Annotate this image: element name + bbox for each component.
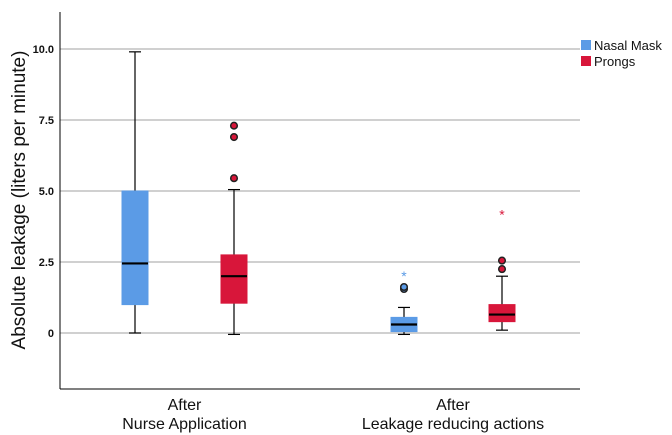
x-tick-labels: After Nurse Application After Leakage reduc… (122, 397, 544, 433)
legend-swatch (581, 56, 591, 66)
box-nasal-mask-0 (121, 51, 149, 334)
outlier-point (497, 256, 507, 265)
x-tick-label-line2: Leakage reducing actions (362, 416, 544, 433)
y-tick-label: 2.5 (39, 257, 54, 269)
outlier-point (229, 121, 239, 130)
legend-label: Nasal Mask (594, 38, 662, 53)
x-tick-label-line2: Nurse Application (122, 416, 247, 433)
y-tick-label: 0 (48, 328, 54, 340)
y-tick-labels: 0 2.5 5.0 7.5 10.0 (33, 44, 54, 340)
outlier-point (229, 132, 239, 142)
box-series: ** (121, 51, 516, 336)
y-axis-label: Absolute leakage (liters per minute) (9, 51, 30, 350)
extreme-point: * (401, 268, 407, 284)
outlier-point (497, 265, 507, 274)
box-prongs-1: * (488, 207, 516, 331)
box-iqr (121, 190, 149, 306)
box-iqr (220, 254, 248, 304)
x-tick-label-line1: After (168, 397, 202, 414)
y-tick-label: 10.0 (33, 44, 54, 56)
extreme-point: * (499, 207, 505, 223)
outlier-point (229, 174, 239, 183)
box-iqr (488, 304, 516, 323)
outlier-point (399, 282, 409, 292)
box-nasal-mask-1: * (390, 268, 418, 336)
x-tick-label-line1: After (436, 397, 470, 414)
y-tick-label: 5.0 (39, 186, 54, 198)
legend-label: Prongs (594, 54, 636, 69)
legend-swatch (581, 40, 591, 50)
box-prongs-0 (220, 121, 248, 336)
y-tick-label: 7.5 (39, 115, 54, 127)
